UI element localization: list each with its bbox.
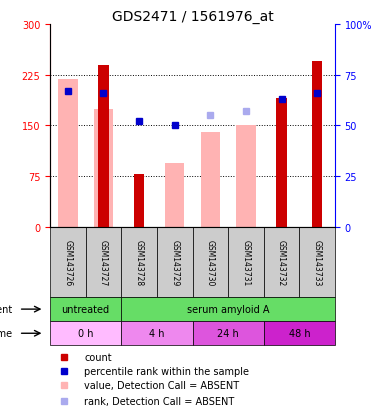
Bar — [98, 65, 109, 228]
Bar — [201, 133, 220, 228]
Text: 0 h: 0 h — [78, 328, 94, 338]
Bar — [134, 175, 144, 228]
Text: 24 h: 24 h — [217, 328, 239, 338]
Text: GSM143726: GSM143726 — [64, 240, 72, 285]
Bar — [192, 228, 228, 297]
Bar — [276, 99, 287, 228]
Text: GSM143733: GSM143733 — [313, 239, 321, 286]
Bar — [85, 228, 121, 297]
Text: value, Detection Call = ABSENT: value, Detection Call = ABSENT — [84, 380, 239, 390]
Bar — [121, 321, 192, 346]
Text: untreated: untreated — [62, 304, 110, 314]
Text: time: time — [0, 328, 13, 338]
Bar — [192, 321, 264, 346]
Title: GDS2471 / 1561976_at: GDS2471 / 1561976_at — [112, 10, 273, 24]
Bar — [312, 62, 323, 228]
Bar — [228, 228, 264, 297]
Text: serum amyloid A: serum amyloid A — [187, 304, 270, 314]
Text: GSM143728: GSM143728 — [135, 240, 144, 285]
Bar — [58, 80, 78, 228]
Bar — [236, 126, 256, 228]
Bar — [157, 228, 192, 297]
Bar — [121, 228, 157, 297]
Text: percentile rank within the sample: percentile rank within the sample — [84, 366, 249, 376]
Bar — [121, 297, 335, 321]
Bar — [50, 297, 121, 321]
Text: GSM143732: GSM143732 — [277, 240, 286, 285]
Text: GSM143730: GSM143730 — [206, 239, 215, 286]
Text: GSM143729: GSM143729 — [170, 240, 179, 285]
Text: 4 h: 4 h — [149, 328, 165, 338]
Bar — [300, 228, 335, 297]
Bar — [94, 109, 113, 228]
Bar — [165, 164, 184, 228]
Bar — [50, 228, 85, 297]
Bar — [50, 321, 121, 346]
Bar — [264, 321, 335, 346]
Text: 48 h: 48 h — [288, 328, 310, 338]
Text: GSM143731: GSM143731 — [241, 240, 250, 285]
Text: count: count — [84, 352, 112, 362]
Text: rank, Detection Call = ABSENT: rank, Detection Call = ABSENT — [84, 396, 234, 406]
Text: agent: agent — [0, 304, 13, 314]
Bar — [264, 228, 300, 297]
Text: GSM143727: GSM143727 — [99, 240, 108, 285]
